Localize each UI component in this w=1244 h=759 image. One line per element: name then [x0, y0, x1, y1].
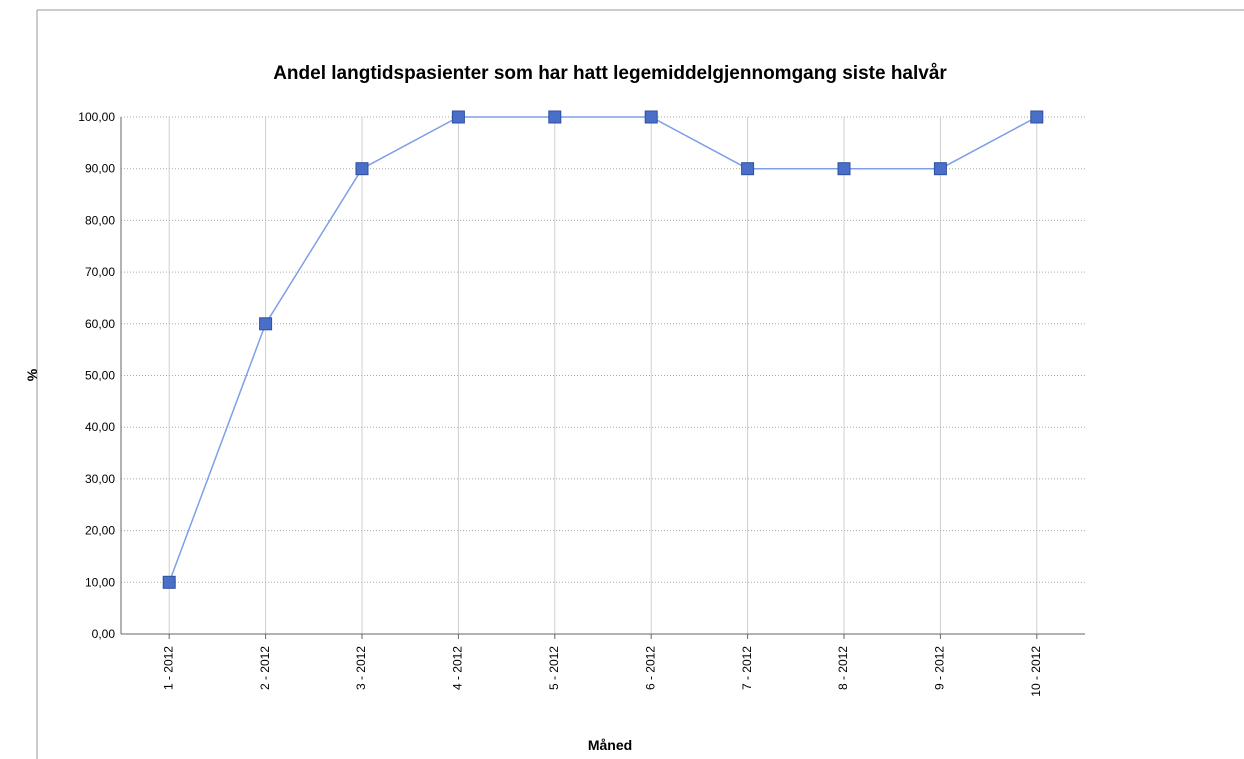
- data-point: [548, 110, 562, 124]
- y-tick-label: 100,00: [78, 110, 115, 124]
- x-tick-label: 7 - 2012: [740, 646, 754, 690]
- y-tick-label: 30,00: [85, 472, 115, 486]
- data-point: [1030, 110, 1044, 124]
- y-axis-label: %: [24, 368, 40, 381]
- y-tick-label: 80,00: [85, 213, 115, 227]
- y-tick-label: 60,00: [85, 317, 115, 331]
- y-tick-label: 50,00: [85, 369, 115, 383]
- y-tick-label: 10,00: [85, 575, 115, 589]
- data-point: [355, 162, 369, 176]
- data-point: [259, 317, 273, 331]
- chart-title: Andel langtidspasienter som har hatt leg…: [273, 63, 947, 84]
- data-point: [741, 162, 755, 176]
- y-tick-label: 20,00: [85, 524, 115, 538]
- x-tick-label: 1 - 2012: [161, 646, 175, 690]
- series-line: [168, 116, 1038, 583]
- data-point: [162, 575, 176, 589]
- y-tick-label: 90,00: [85, 162, 115, 176]
- x-tick-label: 10 - 2012: [1029, 646, 1043, 697]
- x-tick-label: 6 - 2012: [643, 646, 657, 690]
- x-tick-label: 2 - 2012: [258, 646, 272, 690]
- data-point: [933, 162, 947, 176]
- x-tick-label: 4 - 2012: [451, 646, 465, 690]
- x-tick-label: 9 - 2012: [933, 646, 947, 690]
- data-point: [644, 110, 658, 124]
- x-tick-label: 3 - 2012: [354, 646, 368, 690]
- y-tick-label: 40,00: [85, 420, 115, 434]
- data-point: [451, 110, 465, 124]
- x-tick-label: 5 - 2012: [547, 646, 561, 690]
- x-axis-label: Måned: [588, 737, 632, 753]
- x-tick-label: 8 - 2012: [836, 646, 850, 690]
- y-tick-label: 70,00: [85, 265, 115, 279]
- data-point: [837, 162, 851, 176]
- y-tick-label: 0,00: [92, 627, 116, 641]
